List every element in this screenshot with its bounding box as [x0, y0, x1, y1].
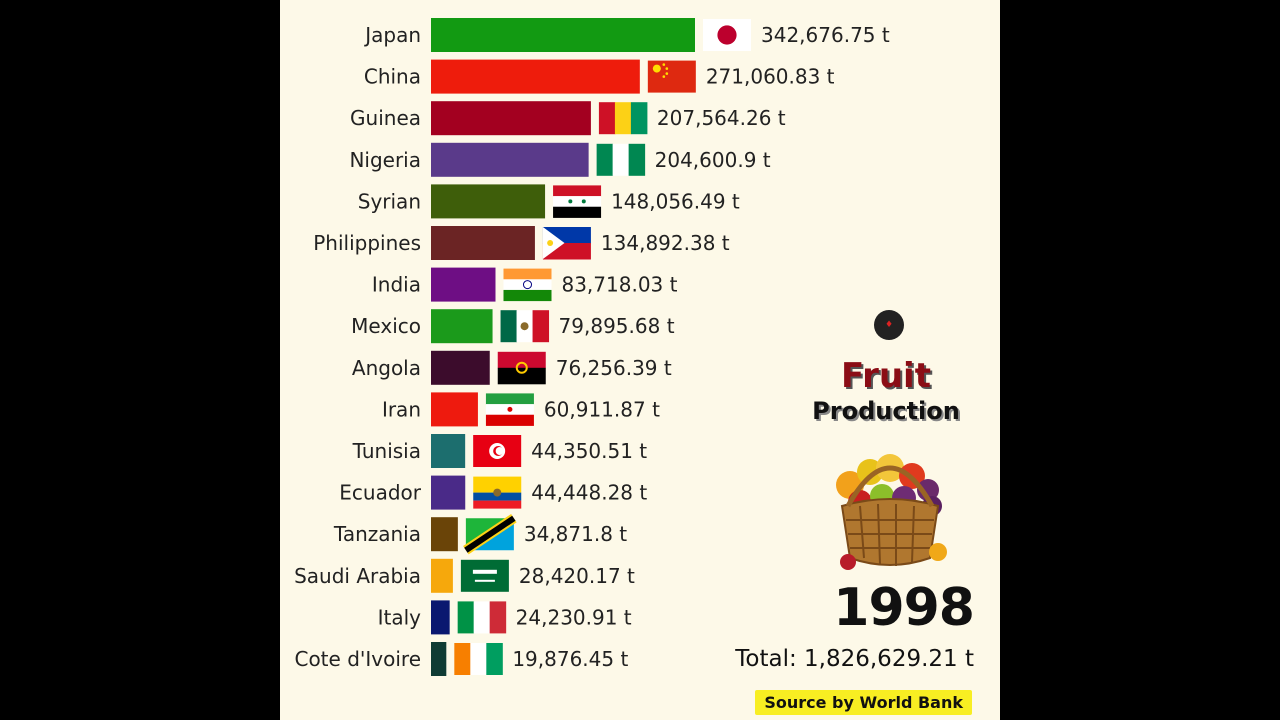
category-label: Nigeria — [349, 148, 421, 172]
ecuador-flag — [473, 476, 522, 509]
category-label: Angola — [352, 356, 421, 380]
bar-chart: Japan 342,676.75 t China 271,060.83 t Guinea… — [294, 18, 890, 676]
guinea-flag — [598, 102, 648, 135]
japan-flag — [703, 19, 751, 51]
bar — [431, 350, 490, 385]
category-label: Mexico — [351, 314, 421, 338]
bar — [431, 434, 466, 468]
value-label: 342,676.75 t — [761, 23, 890, 47]
year-label: 1998 — [833, 578, 975, 638]
value-label: 34,871.8 t — [524, 522, 627, 546]
category-label: Iran — [382, 397, 421, 421]
category-label: Philippines — [313, 231, 421, 255]
chart-title-block: Fruit Production — [780, 356, 992, 426]
value-label: 44,350.51 t — [531, 439, 647, 463]
bar — [431, 267, 496, 302]
category-label: Italy — [378, 605, 422, 629]
value-label: 60,911.87 t — [544, 397, 660, 421]
category-label: Cote d'Ivoire — [294, 647, 421, 671]
value-label: 83,718.03 t — [561, 273, 677, 297]
syria-flag — [553, 185, 602, 218]
value-label: 271,060.83 t — [706, 65, 835, 89]
total-label: Total: 1,826,629.21 t — [735, 646, 974, 672]
value-label: 76,256.39 t — [556, 356, 672, 380]
category-label: Ecuador — [339, 481, 421, 505]
value-label: 79,895.68 t — [559, 314, 675, 338]
chart-title: Fruit — [841, 356, 931, 396]
india-flag — [503, 268, 552, 302]
bar — [431, 142, 589, 177]
china-flag — [647, 60, 696, 93]
mexico-flag — [500, 310, 550, 343]
category-label: India — [372, 273, 421, 297]
bar — [431, 59, 640, 94]
value-label: 19,876.45 t — [512, 647, 628, 671]
bar — [431, 475, 466, 510]
bar — [431, 392, 478, 427]
bar — [431, 309, 493, 344]
value-label: 148,056.49 t — [611, 189, 740, 213]
fruit-basket-icon — [836, 454, 947, 570]
flame-logo-icon: ♦ — [874, 310, 904, 340]
category-label: Tunisia — [352, 439, 421, 463]
category-label: Guinea — [350, 106, 421, 130]
value-label: 204,600.9 t — [655, 148, 771, 172]
tanzania-flag — [463, 514, 517, 555]
saudi-arabia-flag — [460, 559, 509, 592]
cote-divoire-flag — [454, 643, 503, 675]
bar — [431, 517, 458, 552]
bar — [431, 642, 447, 676]
value-label: 44,448.28 t — [531, 481, 647, 505]
category-label: China — [364, 65, 421, 89]
bar — [431, 226, 535, 260]
value-label: 28,420.17 t — [519, 564, 635, 588]
chart-stage: Japan 342,676.75 t China 271,060.83 t Guinea… — [280, 0, 1000, 720]
iran-flag — [485, 393, 534, 426]
bar — [431, 18, 695, 52]
philippines-flag — [542, 227, 591, 260]
category-label: Syrian — [358, 189, 421, 213]
bar — [431, 101, 591, 136]
bar — [431, 558, 453, 593]
angola-flag — [497, 351, 546, 385]
category-label: Tanzania — [333, 522, 421, 546]
italy-flag — [457, 601, 507, 634]
value-label: 134,892.38 t — [601, 231, 730, 255]
category-label: Saudi Arabia — [294, 564, 421, 588]
nigeria-flag — [596, 143, 646, 176]
value-label: 207,564.26 t — [657, 106, 786, 130]
tunisia-flag — [473, 435, 522, 467]
source-badge: Source by World Bank — [755, 690, 972, 715]
category-label: Japan — [363, 23, 421, 47]
bar — [431, 600, 450, 635]
chart-subtitle: Production — [812, 397, 960, 425]
bar — [431, 184, 546, 219]
value-label: 24,230.91 t — [516, 605, 632, 629]
